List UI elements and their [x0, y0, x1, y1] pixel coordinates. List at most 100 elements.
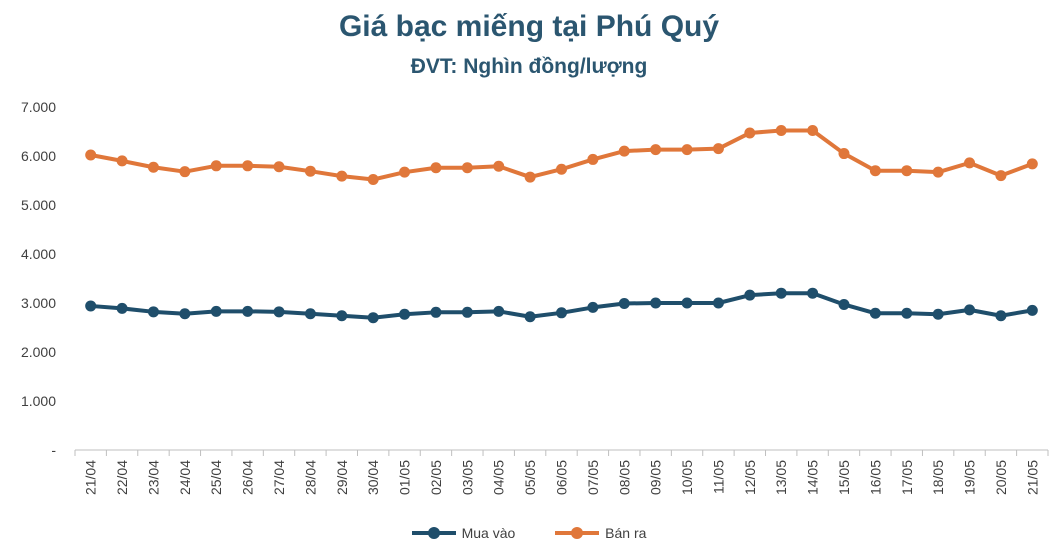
data-point — [304, 165, 316, 177]
legend-item-sell: Bán ra — [555, 525, 646, 541]
chart-title: Giá bạc miếng tại Phú Quý — [338, 10, 720, 43]
x-tick-label: 17/05 — [899, 460, 915, 495]
y-tick-label: 6.000 — [21, 148, 56, 164]
data-point — [712, 297, 724, 309]
data-point — [901, 165, 913, 177]
x-tick-label: 21/05 — [1024, 460, 1040, 495]
data-point — [179, 166, 191, 178]
x-tick-label: 20/05 — [993, 460, 1009, 495]
x-tick-label: 10/05 — [679, 460, 695, 495]
data-point — [744, 289, 756, 301]
data-point — [556, 163, 567, 175]
data-point — [650, 297, 662, 309]
data-point — [210, 160, 222, 172]
data-point — [995, 170, 1007, 182]
data-point — [807, 287, 819, 299]
data-point — [964, 157, 976, 169]
data-point — [116, 155, 128, 167]
data-point — [399, 308, 411, 320]
data-point — [524, 171, 536, 183]
data-point — [336, 170, 348, 182]
legend-swatch-buy — [411, 527, 456, 539]
data-point — [147, 306, 159, 318]
data-point — [618, 297, 630, 309]
data-point — [869, 165, 881, 177]
data-point — [1026, 158, 1038, 170]
data-point — [932, 166, 944, 178]
x-tick-label: 19/05 — [962, 460, 978, 495]
data-point — [775, 125, 787, 137]
data-point — [461, 162, 473, 174]
x-tick-label: 09/05 — [648, 460, 664, 495]
data-point — [461, 306, 473, 318]
x-tick-label: 02/05 — [428, 460, 444, 495]
x-tick-label: 28/04 — [302, 460, 318, 495]
y-tick-label: 2.000 — [21, 344, 56, 360]
x-tick-label: 21/04 — [83, 460, 99, 495]
x-tick-label: 18/05 — [930, 460, 946, 495]
x-tick-label: 22/04 — [114, 460, 130, 495]
y-tick-label: 1.000 — [21, 393, 56, 409]
x-tick-label: 15/05 — [836, 460, 852, 495]
data-point — [179, 308, 191, 320]
data-point — [618, 145, 630, 157]
data-point — [556, 307, 567, 319]
x-tick-label: 11/05 — [710, 460, 726, 494]
data-point — [210, 305, 222, 317]
legend-item-buy: Mua vào — [411, 525, 516, 541]
data-point — [995, 310, 1007, 322]
data-point — [85, 149, 97, 161]
data-point — [116, 302, 128, 314]
data-point — [273, 161, 285, 173]
data-point — [681, 297, 693, 309]
data-point — [367, 174, 379, 186]
x-tick-label: 14/05 — [805, 460, 821, 495]
y-tick-label: 4.000 — [21, 246, 56, 262]
data-point — [242, 305, 254, 317]
data-point — [807, 125, 819, 137]
legend-label-buy: Mua vào — [461, 525, 516, 541]
x-tick-label: 06/05 — [554, 460, 570, 495]
y-tick-label: 3.000 — [21, 295, 56, 311]
x-tick-label: 03/05 — [459, 460, 475, 495]
x-tick-label: 24/04 — [177, 460, 193, 495]
data-point — [367, 312, 379, 324]
data-point — [304, 308, 316, 320]
data-point — [399, 166, 411, 178]
data-point — [964, 304, 976, 316]
data-point — [85, 300, 97, 312]
data-point — [712, 143, 724, 155]
x-tick-label: 29/04 — [334, 460, 350, 495]
x-tick-label: 07/05 — [585, 460, 601, 495]
data-point — [932, 308, 944, 320]
data-point — [1026, 304, 1038, 316]
data-point — [838, 148, 850, 160]
data-point — [869, 307, 881, 319]
data-point — [524, 311, 536, 323]
legend-swatch-sell — [555, 527, 600, 539]
x-tick-label: 27/04 — [271, 460, 287, 495]
data-point — [242, 160, 254, 172]
data-point — [493, 305, 505, 317]
data-point — [147, 161, 159, 173]
data-point — [336, 310, 348, 322]
x-tick-label: 23/04 — [145, 460, 161, 495]
data-point — [587, 153, 599, 165]
data-point — [681, 144, 693, 156]
legend: Mua vào Bán ra — [0, 522, 1058, 541]
data-point — [650, 144, 662, 156]
data-point — [744, 127, 756, 139]
data-point — [430, 306, 442, 318]
x-tick-label: 05/05 — [522, 460, 538, 495]
chart-subtitle: ĐVT: Nghìn đồng/lượng — [410, 55, 648, 78]
data-point — [430, 162, 442, 174]
y-tick-label: 7.000 — [21, 99, 56, 115]
y-tick-label: 5.000 — [21, 197, 56, 213]
y-tick-label: - — [51, 442, 56, 458]
x-tick-label: 16/05 — [867, 460, 883, 495]
x-tick-label: 01/05 — [397, 460, 413, 495]
legend-label-sell: Bán ra — [605, 525, 647, 541]
x-tick-label: 30/04 — [365, 460, 381, 495]
data-point — [775, 287, 787, 299]
data-point — [838, 298, 850, 310]
